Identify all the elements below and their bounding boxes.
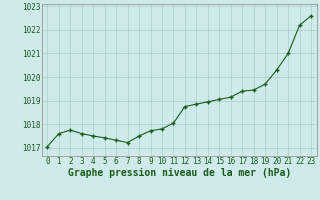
X-axis label: Graphe pression niveau de la mer (hPa): Graphe pression niveau de la mer (hPa) — [68, 168, 291, 178]
